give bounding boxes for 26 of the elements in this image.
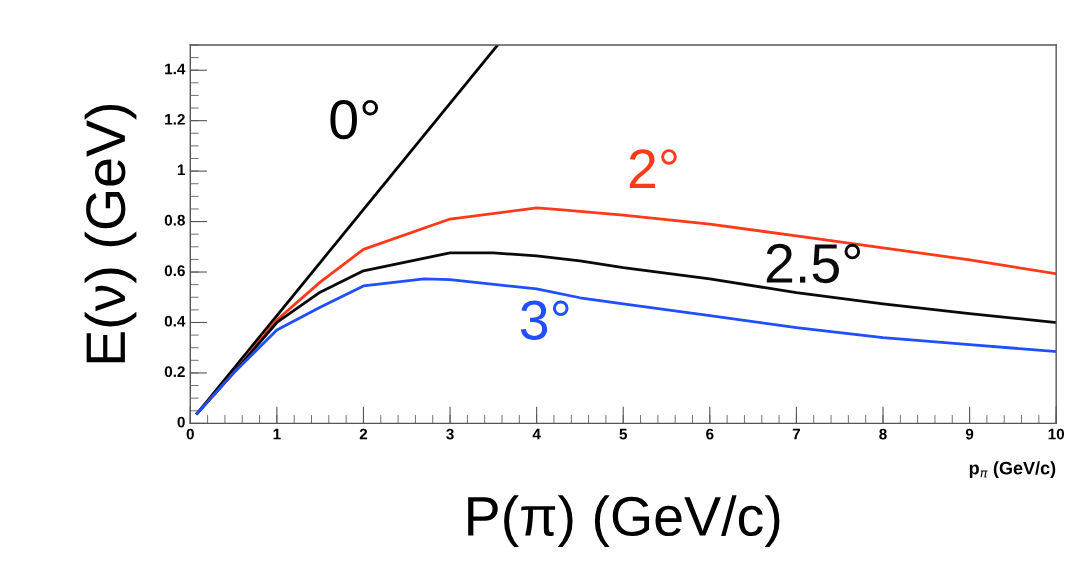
x-tick-label: 1 <box>273 428 281 440</box>
y-axis-title: E(ν) (GeV) <box>84 104 137 363</box>
series-label: 2° <box>629 149 677 188</box>
y-tick-label: 0.2 <box>164 366 185 378</box>
y-tick-label: 0.6 <box>164 265 185 277</box>
y-tick-label: 0.8 <box>164 214 185 226</box>
x-tick-label: 9 <box>965 428 974 440</box>
y-tick-label: 0 <box>177 416 185 428</box>
x-tick-label: 8 <box>879 428 887 440</box>
x-tick-label: 6 <box>706 428 714 440</box>
x-tick-label: 4 <box>532 428 541 440</box>
y-tick-label: 0.4 <box>164 315 186 327</box>
x-tick-label: 0 <box>186 428 194 440</box>
y-tick-label: 1 <box>177 164 185 176</box>
x-tick-label: 7 <box>792 428 800 440</box>
series-label: 0° <box>330 100 379 140</box>
series-label: 3° <box>520 300 569 340</box>
x-tick-label: 3 <box>446 428 454 440</box>
x-tick-label: 2 <box>359 428 368 440</box>
x-axis-title: P(π) (GeV/c) <box>468 495 780 548</box>
x-tick-label: 5 <box>619 428 628 440</box>
y-tick-label: 1.2 <box>165 113 185 125</box>
text: p$_{π}$ (GeV/c) <box>969 461 1056 479</box>
y-tick-label: 1.4 <box>165 63 186 75</box>
x-tick-label: 10 <box>1048 428 1065 440</box>
series-label: 2.5° <box>766 243 861 284</box>
